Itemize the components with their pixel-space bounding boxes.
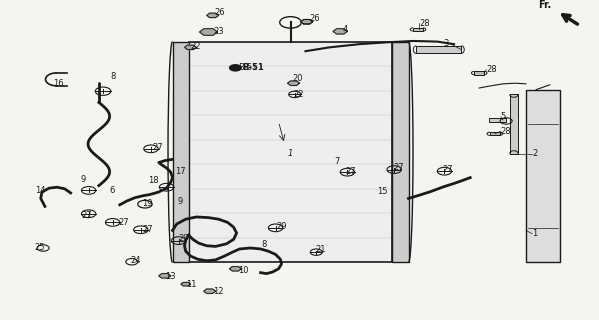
Text: 27: 27 [442, 165, 453, 174]
Polygon shape [288, 81, 300, 85]
Bar [474, 71, 484, 75]
Text: 26: 26 [214, 8, 225, 17]
Text: 13: 13 [165, 272, 176, 281]
Text: Fr.: Fr. [538, 0, 551, 10]
Text: 20: 20 [292, 74, 303, 83]
Text: 24: 24 [131, 256, 141, 265]
Polygon shape [184, 45, 196, 50]
Text: 6: 6 [110, 186, 115, 195]
Text: B-51: B-51 [238, 63, 258, 72]
Text: 1: 1 [532, 229, 537, 238]
Text: B-51: B-51 [243, 63, 264, 72]
Bar [510, 94, 518, 154]
Text: 18: 18 [149, 176, 159, 185]
Text: 9: 9 [81, 175, 86, 184]
Bar [413, 28, 423, 31]
Text: 5: 5 [501, 112, 506, 121]
Text: 12: 12 [213, 287, 223, 296]
Polygon shape [204, 289, 216, 293]
Text: 27: 27 [152, 143, 163, 152]
Text: 21: 21 [316, 245, 326, 254]
Text: 29: 29 [179, 234, 189, 243]
Text: 4: 4 [343, 25, 348, 34]
Text: 25: 25 [35, 244, 46, 252]
Circle shape [229, 65, 241, 71]
Text: 14: 14 [35, 186, 46, 195]
Text: 28: 28 [501, 127, 512, 136]
Text: 1: 1 [288, 149, 293, 158]
Text: 28: 28 [419, 19, 430, 28]
Text: 26: 26 [309, 14, 320, 23]
Text: 8: 8 [111, 72, 116, 81]
Text: 8: 8 [262, 240, 267, 249]
Polygon shape [159, 274, 171, 278]
Text: 2: 2 [532, 149, 537, 158]
Text: 7: 7 [334, 157, 340, 166]
Bar [489, 118, 506, 122]
Text: 22: 22 [190, 42, 201, 51]
Text: 27: 27 [81, 211, 92, 220]
Text: 11: 11 [186, 280, 196, 289]
Text: 10: 10 [238, 266, 249, 275]
Text: 19: 19 [143, 199, 153, 208]
Polygon shape [301, 20, 313, 24]
Polygon shape [333, 29, 347, 34]
Text: 28: 28 [486, 65, 497, 74]
Text: 17: 17 [176, 167, 186, 176]
Bar [189, 42, 392, 262]
Bar [490, 132, 500, 135]
Text: 22: 22 [294, 90, 304, 99]
Bar [173, 42, 189, 262]
Text: 15: 15 [377, 188, 388, 196]
Bar [416, 46, 461, 53]
Bar [526, 90, 560, 262]
Text: 16: 16 [53, 79, 63, 88]
Polygon shape [207, 13, 219, 18]
Bar [392, 42, 409, 262]
Text: 27: 27 [345, 167, 356, 176]
Text: 23: 23 [214, 28, 225, 36]
Polygon shape [181, 282, 190, 286]
Text: 3: 3 [443, 39, 449, 48]
Text: 9: 9 [177, 197, 183, 206]
Text: 29: 29 [277, 222, 288, 231]
Polygon shape [301, 20, 313, 24]
Polygon shape [229, 267, 241, 271]
Text: 27: 27 [393, 164, 404, 172]
Text: 27: 27 [118, 218, 129, 227]
Polygon shape [199, 29, 217, 35]
Text: 27: 27 [143, 225, 153, 234]
